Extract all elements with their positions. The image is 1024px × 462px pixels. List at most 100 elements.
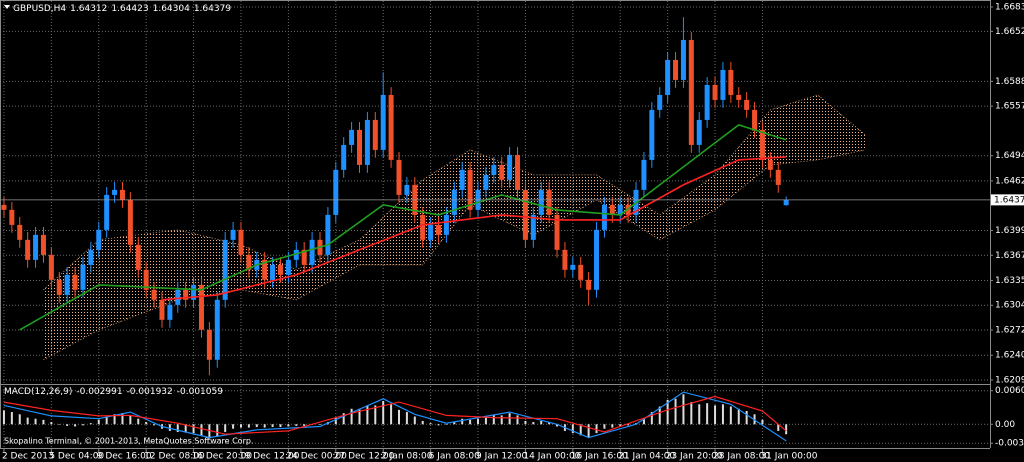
- candle-body: [728, 69, 734, 95]
- x-tick-label: 27 Dec 12:00: [334, 452, 395, 462]
- candle-body: [767, 159, 773, 170]
- histogram-bar: [666, 399, 669, 425]
- candle-body: [159, 299, 165, 320]
- candle-body: [119, 189, 125, 200]
- candle-body: [759, 129, 765, 160]
- histogram-bar: [105, 416, 108, 425]
- candle-body: [617, 204, 623, 215]
- histogram-bar: [548, 422, 551, 425]
- histogram-bar: [540, 420, 543, 425]
- candle-body: [151, 289, 157, 300]
- histogram-bar: [232, 424, 235, 429]
- histogram-bar: [595, 424, 598, 434]
- y-tick-label: 1.62090: [995, 376, 1024, 386]
- candle-body: [262, 259, 268, 280]
- histogram-bar: [556, 424, 559, 427]
- histogram-bar: [619, 424, 622, 426]
- x-tick-label: 19 Dec 12:00: [239, 452, 300, 462]
- histogram-bar: [129, 415, 132, 425]
- histogram-bar: [729, 406, 732, 425]
- candle-body: [80, 264, 86, 290]
- symbol-header: GBPUSD,H4 1.64312 1.64423 1.64304 1.64379: [13, 4, 231, 14]
- histogram-bar: [698, 404, 701, 425]
- histogram-bar: [239, 424, 242, 428]
- histogram-bar: [200, 424, 203, 436]
- candle-body: [665, 59, 671, 95]
- histogram-bar: [785, 424, 788, 435]
- y-tick-label: 1.62725: [995, 326, 1024, 336]
- histogram-bar: [216, 424, 219, 437]
- histogram-bar: [484, 416, 487, 425]
- candle-body: [214, 299, 220, 360]
- histogram-bar: [42, 419, 45, 425]
- candle-body: [33, 234, 39, 260]
- indicator-value: -0.002991: [76, 387, 122, 397]
- y-tick-label: 1.63355: [995, 276, 1024, 286]
- histogram-bar: [437, 424, 440, 426]
- histogram-bar: [81, 424, 84, 426]
- candle-body: [222, 239, 228, 300]
- candle-body: [680, 39, 686, 80]
- candle-body: [167, 304, 173, 320]
- histogram-bar: [50, 422, 53, 425]
- y-tick-label: 1.63040: [995, 301, 1024, 311]
- current-price-label: 1.64379: [994, 195, 1024, 205]
- y-tick-label: 1.63675: [995, 251, 1024, 261]
- candle-body: [72, 274, 78, 290]
- close-value: 1.64379: [194, 4, 231, 14]
- histogram-bar: [74, 424, 77, 427]
- histogram-bar: [603, 424, 606, 429]
- histogram-bar: [769, 424, 772, 425]
- histogram-bar: [745, 410, 748, 425]
- histogram-bar: [255, 424, 258, 428]
- indicator-label: MACD(12,26,9): [4, 387, 72, 397]
- candle-body: [341, 144, 347, 170]
- candle-body: [601, 204, 607, 230]
- histogram-bar: [658, 406, 661, 425]
- histogram-bar: [390, 404, 393, 425]
- candle-body: [712, 84, 718, 100]
- indicator-line: [3, 391, 787, 442]
- histogram-bar: [421, 420, 424, 425]
- candle-body: [546, 189, 552, 215]
- histogram-bar: [113, 414, 116, 425]
- histogram-bar: [587, 424, 590, 438]
- candle-body: [1, 204, 7, 210]
- histogram-bar: [18, 414, 21, 425]
- histogram-bar: [461, 418, 464, 425]
- candle-body: [206, 329, 212, 360]
- histogram-bar: [263, 424, 266, 428]
- candle-body: [64, 274, 70, 295]
- candle-body: [443, 214, 449, 235]
- candle-body: [507, 154, 513, 180]
- histogram-bar: [176, 424, 179, 433]
- candle-body: [594, 229, 600, 290]
- histogram-bar: [303, 424, 306, 426]
- x-tick-label: 2 Dec 2013: [2, 452, 54, 462]
- histogram-bar: [334, 417, 337, 425]
- cloud-upper: [43, 94, 866, 291]
- histogram-bar: [318, 424, 321, 425]
- histogram-bar: [398, 409, 401, 425]
- histogram-bar: [721, 404, 724, 425]
- candle-body: [451, 189, 457, 215]
- x-tick-label: 23 Jan 20:00: [666, 452, 723, 462]
- histogram-bar: [445, 424, 448, 425]
- histogram-bar: [761, 419, 764, 425]
- histogram-bar: [516, 415, 519, 425]
- histogram-bar: [374, 405, 377, 425]
- y-tick-label: 1.64620: [995, 176, 1024, 186]
- histogram-bar: [532, 422, 535, 425]
- candle-body: [483, 174, 489, 190]
- histogram-bar: [366, 405, 369, 425]
- histogram-bar: [706, 403, 709, 425]
- candle-body: [246, 254, 252, 270]
- candle-body: [562, 249, 568, 270]
- candle-body: [56, 279, 62, 295]
- histogram-bar: [350, 408, 353, 425]
- candle-body: [301, 249, 307, 265]
- indicator-value: -0.001932: [127, 387, 173, 397]
- histogram-bar: [295, 424, 298, 426]
